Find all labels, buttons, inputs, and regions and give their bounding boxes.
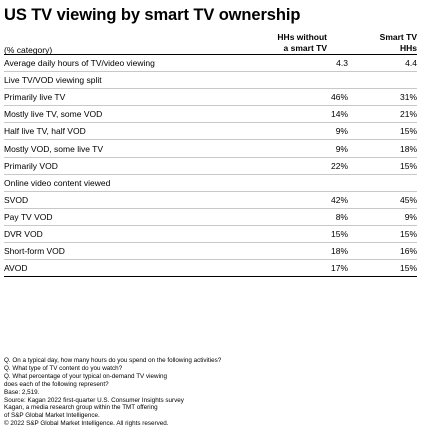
column-header-no-smart-tv-line1: HHs without [277, 32, 327, 42]
chart-title: US TV viewing by smart TV ownership [4, 6, 301, 24]
value-smart-tv: 16% [357, 242, 417, 261]
row-label: Live TV/VOD viewing split [4, 71, 288, 90]
value-smart-tv: 45% [357, 191, 417, 209]
value-no-smart-tv: 4.3 [288, 55, 357, 73]
value-no-smart-tv: 15% [288, 225, 357, 244]
row-label: Half live TV, half VOD [4, 122, 288, 141]
footnotes: Q. On a typical day, how many hours do y… [4, 357, 419, 428]
value-no-smart-tv: 18% [288, 242, 357, 261]
table-row: DVR VOD 15% 15% [4, 225, 417, 244]
value-smart-tv: 18% [357, 139, 417, 158]
value-smart-tv: 15% [357, 225, 417, 244]
data-table: Average daily hours of TV/video viewing 4… [4, 55, 417, 278]
row-label: Mostly live TV, some VOD [4, 105, 288, 124]
row-label: AVOD [4, 259, 288, 278]
table-row: SVOD 42% 45% [4, 191, 417, 209]
value-smart-tv: 15% [357, 122, 417, 141]
value-smart-tv: 9% [357, 208, 417, 226]
table-row: Mostly VOD, some live TV 9% 18% [4, 139, 417, 158]
footnote-line: Q. What percentage of your typical on-de… [4, 372, 167, 380]
column-header-smart-tv: Smart TV HHs [357, 32, 417, 53]
footnote-line: of S&P Global Market Intelligence. [4, 412, 100, 420]
value-smart-tv [357, 174, 417, 192]
row-label: Primarily VOD [4, 157, 288, 175]
header-rule [4, 54, 417, 55]
row-label: Primarily live TV [4, 88, 288, 107]
footnote-line: © 2022 S&P Global Market Intelligence. A… [4, 420, 169, 428]
table-section-row: Online video content viewed [4, 174, 417, 192]
table-body: Average daily hours of TV/video viewing 4… [4, 55, 417, 278]
column-header-no-smart-tv: HHs without a smart TV [267, 32, 327, 53]
footnote-line: Q. On a typical day, how many hours do y… [4, 357, 222, 364]
footnote-line: Q. What type of TV content do you watch? [4, 364, 123, 372]
column-header-smart-tv-line1: Smart TV [379, 32, 417, 42]
footnote-line: does each of the following represent? [4, 380, 109, 388]
value-no-smart-tv: 46% [288, 88, 357, 107]
value-no-smart-tv: 9% [288, 139, 357, 158]
footnote-line: Source: Kagan 2022 first-quarter U.S. Co… [4, 396, 184, 404]
table-row: Primarily VOD 22% 15% [4, 157, 417, 175]
value-smart-tv: 21% [357, 105, 417, 124]
table-row: Average daily hours of TV/video viewing 4… [4, 55, 417, 73]
table-row: Primarily live TV 46% 31% [4, 88, 417, 107]
row-label: Pay TV VOD [4, 208, 288, 226]
row-label: Mostly VOD, some live TV [4, 139, 288, 158]
value-smart-tv: 31% [357, 88, 417, 107]
value-no-smart-tv: 22% [288, 157, 357, 175]
row-label: Short-form VOD [4, 242, 288, 261]
row-label: DVR VOD [4, 225, 288, 244]
table-row: Mostly live TV, some VOD 14% 21% [4, 105, 417, 124]
value-smart-tv: 4.4 [357, 55, 417, 73]
row-label: Average daily hours of TV/video viewing [4, 55, 288, 73]
value-no-smart-tv: 14% [288, 105, 357, 124]
value-no-smart-tv: 17% [288, 259, 357, 278]
column-header-smart-tv-line2: HHs [399, 42, 417, 53]
value-no-smart-tv [288, 174, 357, 192]
table-row: Pay TV VOD 8% 9% [4, 208, 417, 226]
footnote-line: Base: 2,519. [4, 388, 40, 396]
value-no-smart-tv: 9% [288, 122, 357, 141]
column-header-no-smart-tv-line2: a smart TV [283, 42, 327, 53]
value-no-smart-tv: 8% [288, 208, 357, 226]
value-smart-tv [357, 71, 417, 90]
value-no-smart-tv [288, 71, 357, 90]
value-no-smart-tv: 42% [288, 191, 357, 209]
table-row: AVOD 17% 15% [4, 259, 417, 278]
value-smart-tv: 15% [357, 157, 417, 175]
row-label: Online video content viewed [4, 174, 288, 192]
row-label: SVOD [4, 191, 288, 209]
table-header: (% category) HHs without a smart TV Smar… [4, 32, 417, 62]
table-row: Short-form VOD 18% 16% [4, 242, 417, 261]
table-section-row: Live TV/VOD viewing split [4, 71, 417, 90]
value-smart-tv: 15% [357, 259, 417, 278]
category-header: (% category) [4, 45, 53, 55]
table-row: Half live TV, half VOD 9% 15% [4, 122, 417, 141]
footnote-line: Kagan, a media research group within the… [4, 404, 158, 412]
